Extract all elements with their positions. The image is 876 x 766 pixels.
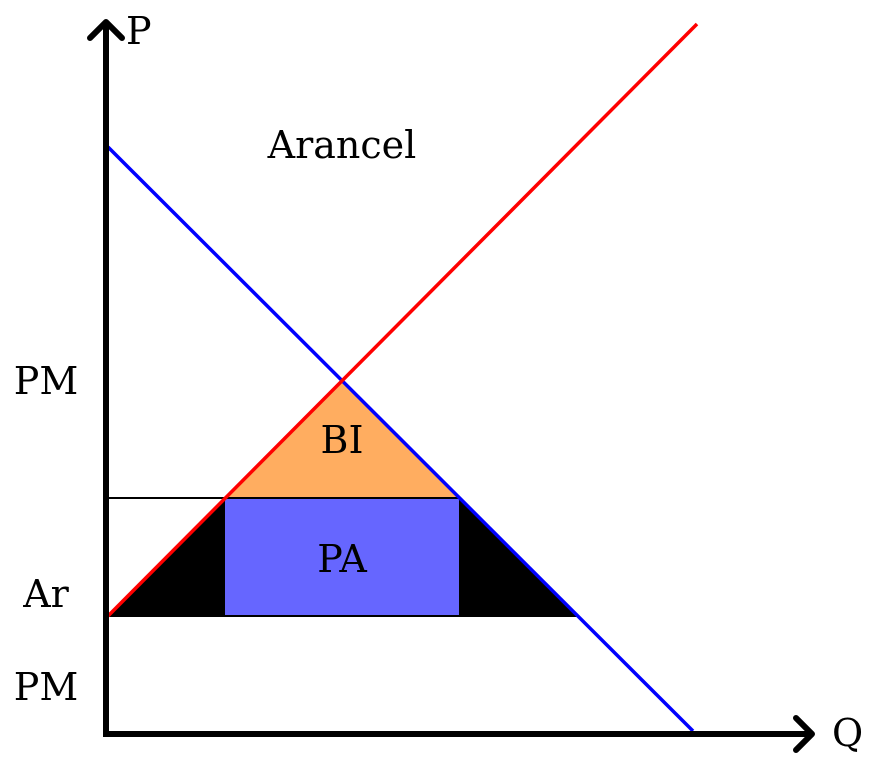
price-label-upper: PM [14,359,78,403]
price-label-tariff: Ar [22,572,69,616]
x-axis-label: Q [832,711,863,755]
bi-triangle [224,380,460,498]
y-axis-arrowhead [87,19,125,41]
demand-curve [106,145,695,733]
diagram-title: Arancel [267,123,417,167]
supply-curve [106,22,699,618]
y-axis-label: P [126,9,152,53]
pa-rectangle [224,498,460,616]
bi-label: BI [321,418,364,462]
price-label-lower: PM [14,665,78,709]
pa-label: PA [317,537,367,581]
x-axis-arrowhead [793,715,815,753]
